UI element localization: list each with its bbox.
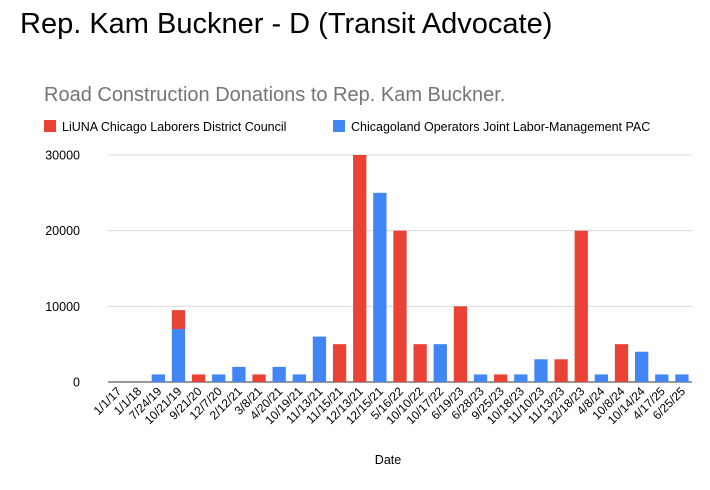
y-tick-label: 10000 <box>45 300 80 314</box>
bar-operators <box>212 374 226 382</box>
legend-label-operators: Chicagoland Operators Joint Labor-Manage… <box>351 120 650 134</box>
y-tick-label: 20000 <box>45 224 80 238</box>
bar-liuna <box>494 374 508 382</box>
bar-liuna <box>252 374 266 382</box>
bar-operators <box>433 344 447 382</box>
bar-operators <box>232 366 246 382</box>
bar-liuna <box>554 359 568 382</box>
bar-operators <box>171 329 186 382</box>
bar-operators <box>594 374 609 382</box>
bar-liuna <box>353 155 367 382</box>
bar-operators <box>675 374 689 382</box>
bar-operators <box>514 374 528 382</box>
x-axis-ticks: 1/1/171/1/187/24/1910/21/199/21/2012/7/2… <box>91 384 689 427</box>
y-axis-ticks: 0 10000 20000 30000 <box>45 149 80 390</box>
x-axis-label: Date <box>375 453 401 467</box>
bar-operators <box>635 351 649 382</box>
legend-swatch-liuna <box>44 120 56 132</box>
legend-label-liuna: LiUNA Chicago Laborers District Council <box>62 120 286 134</box>
bar-liuna <box>413 344 427 382</box>
bar-operators <box>473 374 488 382</box>
bar-operators <box>272 366 286 382</box>
bars <box>151 155 689 382</box>
legend: LiUNA Chicago Laborers District Council … <box>44 120 650 134</box>
bar-operators <box>534 359 548 382</box>
legend-swatch-operators <box>333 120 345 132</box>
bar-liuna <box>191 374 206 382</box>
y-tick-label: 0 <box>73 376 80 390</box>
bar-liuna <box>171 310 186 330</box>
bar-liuna <box>453 306 468 382</box>
page-heading: Rep. Kam Buckner - D (Transit Advocate) <box>20 8 553 40</box>
bar-liuna <box>614 344 629 382</box>
bar-operators <box>655 374 669 382</box>
bar-operators <box>373 192 387 382</box>
bar-liuna <box>574 230 588 382</box>
bar-liuna <box>332 344 347 382</box>
bar-operators <box>151 374 165 382</box>
bar-liuna <box>393 230 407 382</box>
bar-operators <box>292 374 306 382</box>
bar-operators <box>312 336 327 382</box>
y-tick-label: 30000 <box>45 149 80 163</box>
chart-title: Road Construction Donations to Rep. Kam … <box>44 84 505 106</box>
